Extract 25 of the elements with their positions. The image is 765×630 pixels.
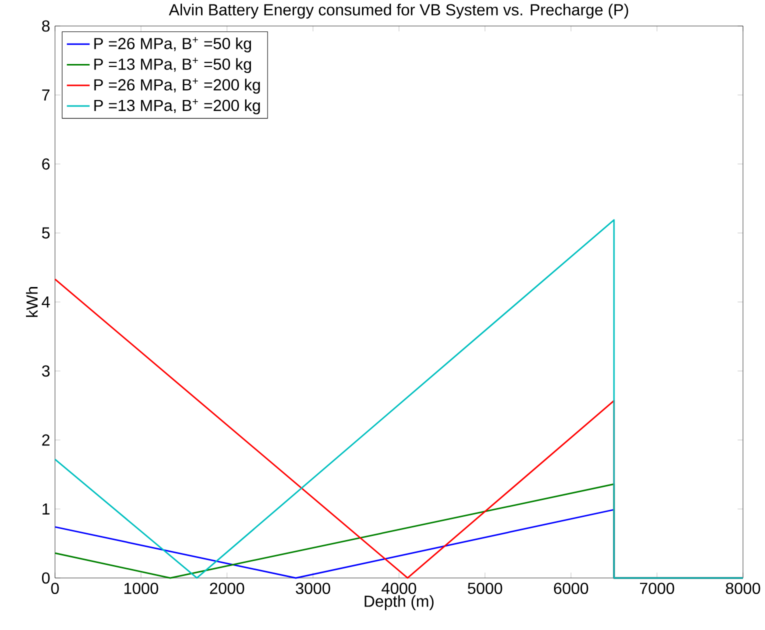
x-tick-label: 1000 <box>124 582 158 594</box>
x-tick-label: 4000 <box>382 582 416 594</box>
y-tick-label: 0 <box>42 572 50 584</box>
legend-label: P =26 MPa, B$^{+}$ =200 kg <box>94 78 260 94</box>
y-tick-label: 2 <box>42 434 50 446</box>
legend-label: P =13 MPa, B$^{+}$ =50 kg <box>94 58 251 74</box>
x-tick-label: 5000 <box>468 582 502 594</box>
y-axis-title: kWh <box>26 287 38 317</box>
y-tick-label: 5 <box>42 227 50 239</box>
y-tick-label: 8 <box>42 20 50 32</box>
y-tick-label: 1 <box>42 503 50 514</box>
x-tick-label: 0 <box>51 582 59 594</box>
legend-label: P =13 MPa, B$^{+}$ =200 kg <box>94 99 260 114</box>
x-tick-label: 3000 <box>296 582 330 594</box>
y-tick-label: 7 <box>42 90 50 101</box>
chart-title: Alvin Battery Energy consumed for VB System vs. Precharge (P) <box>168 4 628 19</box>
y-tick-label: 3 <box>42 365 50 377</box>
x-tick-label: 6000 <box>554 582 588 594</box>
x-axis-title: Depth (m) <box>364 595 434 610</box>
x-tick-label: 7000 <box>640 582 674 594</box>
y-tick-label: 6 <box>42 158 50 170</box>
y-tick-label: 4 <box>42 296 50 308</box>
x-tick-label: 2000 <box>210 582 244 594</box>
legend-label: P =26 MPa, B$^{+}$ =50 kg <box>94 37 251 52</box>
x-tick-label: 8000 <box>726 582 760 594</box>
